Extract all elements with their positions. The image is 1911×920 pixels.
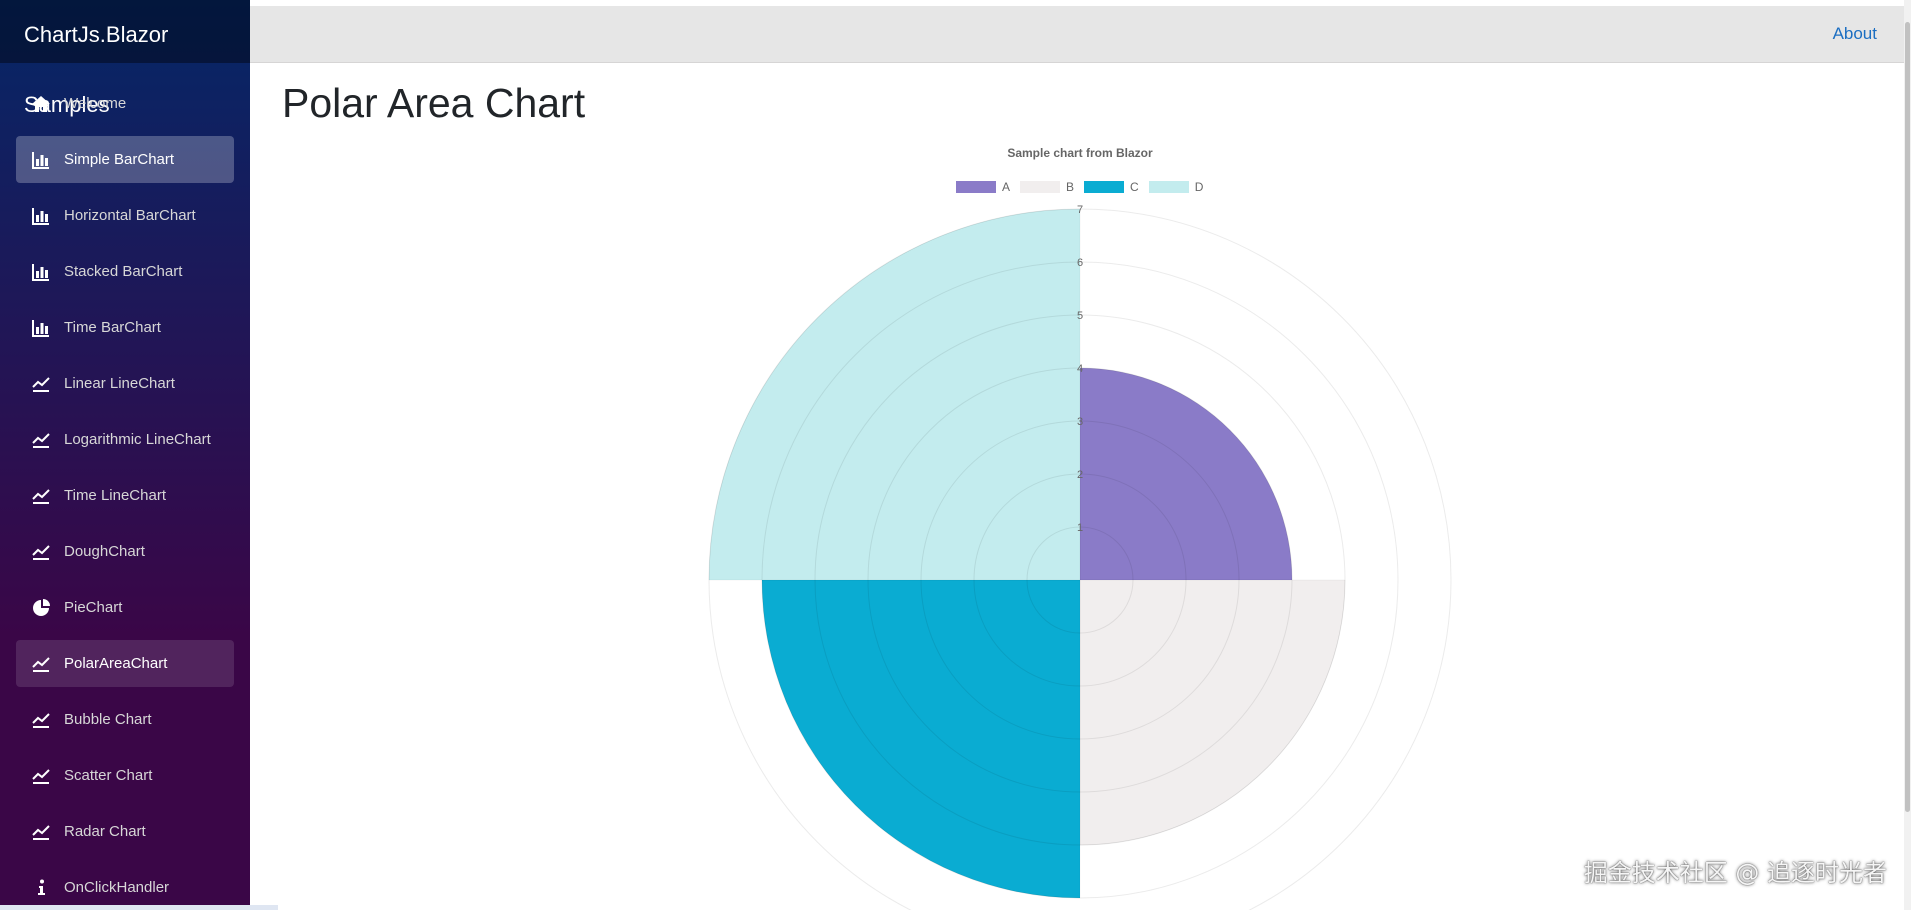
- legend-item-c[interactable]: C: [1084, 180, 1139, 194]
- tick-label: 5: [1077, 310, 1083, 322]
- line-chart-icon: [30, 541, 52, 563]
- line-chart-icon: [30, 485, 52, 507]
- tick-label: 3: [1077, 416, 1083, 428]
- sidebar-item-label: Radar Chart: [64, 823, 146, 840]
- legend-label: A: [1002, 180, 1011, 194]
- sidebar-item-logarithmic-linechart[interactable]: Logarithmic LineChart: [16, 416, 234, 463]
- sidebar-item-piechart[interactable]: PieChart: [16, 584, 234, 631]
- sidebar-item-simple-barchart[interactable]: Simple BarChart: [16, 136, 234, 183]
- sidebar-item-horizontal-barchart[interactable]: Horizontal BarChart: [16, 192, 234, 239]
- sidebar-item-linear-linechart[interactable]: Linear LineChart: [16, 360, 234, 407]
- bar-chart-icon: [30, 205, 52, 227]
- sidebar-item-label: Logarithmic LineChart: [64, 431, 211, 448]
- polar-segment-d[interactable]: [708, 208, 1081, 581]
- sidebar-item-radar-chart[interactable]: Radar Chart: [16, 808, 234, 855]
- chart-title: Sample chart from Blazor: [1007, 146, 1153, 160]
- tick-label: 7: [1077, 204, 1083, 216]
- tick-label: 6: [1077, 257, 1083, 269]
- sidebar: ChartJs.Blazor Samples Welcome Simple Bar…: [0, 0, 250, 910]
- polar-segment-b[interactable]: [1079, 579, 1346, 846]
- sidebar-item-scatter-chart[interactable]: Scatter Chart: [16, 752, 234, 799]
- line-chart-icon: [30, 709, 52, 731]
- legend-item-a[interactable]: A: [956, 180, 1010, 194]
- sidebar-item-doughchart[interactable]: DoughChart: [16, 528, 234, 575]
- grid-ring: [1026, 526, 1134, 634]
- sidebar-item-time-barchart[interactable]: Time BarChart: [16, 304, 234, 351]
- grid-ring: [761, 261, 1399, 899]
- line-chart-icon: [30, 429, 52, 451]
- sidebar-item-label: PieChart: [64, 599, 123, 616]
- sidebar-item-label: DoughChart: [64, 543, 145, 560]
- sidebar-item-label: PolarAreaChart: [64, 655, 168, 672]
- nav-menu: Welcome Simple BarChart Horizontal BarChar…: [16, 80, 234, 920]
- bar-chart-icon: [30, 261, 52, 283]
- sidebar-item-label: Time LineChart: [64, 487, 166, 504]
- grid-ring: [920, 420, 1240, 740]
- line-chart-icon: [30, 373, 52, 395]
- vertical-scrollbar[interactable]: [1904, 0, 1911, 910]
- scrollbar-thumb[interactable]: [1905, 22, 1910, 812]
- tick-label: 2: [1077, 469, 1083, 481]
- sidebar-item-onclickhandler[interactable]: OnClickHandler: [16, 864, 234, 911]
- bar-chart-icon: [30, 149, 52, 171]
- line-chart-icon: [30, 821, 52, 843]
- chart-legend: A B C D: [956, 180, 1213, 194]
- tick-label: 4: [1077, 363, 1083, 375]
- legend-label: C: [1130, 180, 1139, 194]
- line-chart-icon: [30, 765, 52, 787]
- grid-ring: [708, 208, 1452, 910]
- sidebar-item-label: Time BarChart: [64, 319, 161, 336]
- sidebar-item-label: OnClickHandler: [64, 879, 170, 896]
- top-bar: About: [250, 6, 1905, 63]
- sidebar-item-label: Bubble Chart: [64, 711, 152, 728]
- legend-item-d[interactable]: D: [1148, 180, 1204, 194]
- sidebar-item-polarareachart[interactable]: PolarAreaChart: [16, 640, 234, 687]
- legend-item-b[interactable]: B: [1020, 180, 1074, 194]
- legend-swatch: [956, 181, 996, 193]
- pie-chart-icon: [30, 597, 52, 619]
- horizontal-scrollbar[interactable]: [0, 905, 278, 910]
- about-link[interactable]: About: [1832, 24, 1877, 43]
- legend-label: B: [1066, 180, 1075, 194]
- grid-ring: [867, 367, 1293, 793]
- polar-segment-c[interactable]: [761, 579, 1081, 899]
- grid-ring: [814, 314, 1346, 846]
- info-icon: [30, 877, 52, 899]
- sidebar-item-stacked-barchart[interactable]: Stacked BarChart: [16, 248, 234, 295]
- bar-chart-icon: [30, 317, 52, 339]
- sidebar-item-welcome[interactable]: Welcome: [16, 80, 234, 127]
- sidebar-item-label: Horizontal BarChart: [64, 207, 196, 224]
- legend-swatch: [1084, 181, 1125, 193]
- tick-label: 1: [1077, 522, 1083, 534]
- legend-label: D: [1194, 180, 1204, 194]
- sidebar-item-label: Linear LineChart: [64, 375, 175, 392]
- grid-ring: [973, 473, 1187, 687]
- app-brand[interactable]: ChartJs.Blazor Samples: [0, 0, 250, 117]
- sidebar-item-label: Simple BarChart: [64, 151, 175, 168]
- sidebar-item-label: Scatter Chart: [64, 767, 153, 784]
- home-icon: [30, 93, 52, 115]
- legend-swatch: [1148, 181, 1189, 193]
- legend-swatch: [1020, 181, 1061, 193]
- sidebar-item-bubble-chart[interactable]: Bubble Chart: [16, 696, 234, 743]
- watermark: 掘金技术社区 @ 追逐时光者: [1583, 859, 1887, 887]
- line-chart-icon: [30, 653, 52, 675]
- sidebar-item-time-linechart[interactable]: Time LineChart: [16, 472, 234, 519]
- page-title: Polar Area Chart: [282, 80, 586, 126]
- sidebar-item-label: Stacked BarChart: [64, 263, 183, 280]
- polar-segment-a[interactable]: [1079, 367, 1293, 581]
- sidebar-item-label: Welcome: [64, 95, 127, 112]
